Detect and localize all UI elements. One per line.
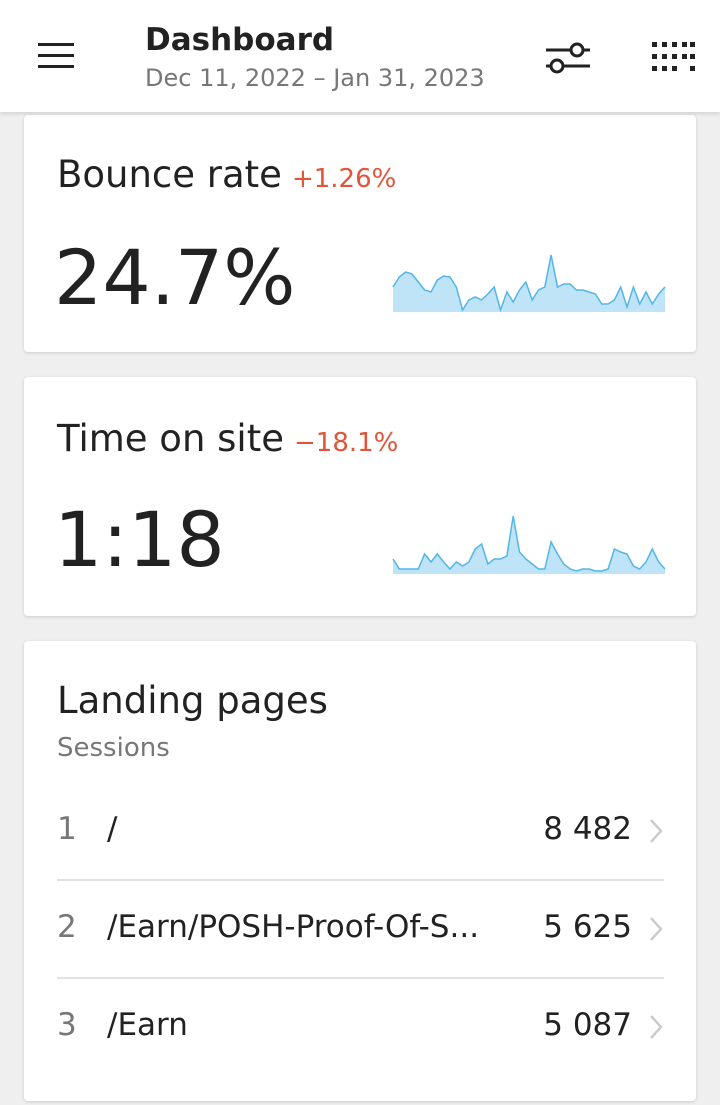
change: +1.26% [291,164,397,194]
metric-card[interactable]: Time on site −18.1% 1:18 [24,377,696,616]
metric-value: 24.7% [54,233,296,322]
page: / [107,811,118,847]
divider [57,977,664,979]
change: −18.1% [294,428,399,458]
sparkline [392,254,666,313]
sparkline-line [392,254,666,313]
menu-button[interactable] [36,40,76,72]
landing-card: Landing pages Sessions 1 / 8 482 2/Earn/POS… [24,641,696,1101]
apps-button[interactable] [650,40,696,74]
metric-card[interactable]: Bounce rate +1.26% 24.7% [24,115,696,352]
chevron [650,917,663,941]
sparkline [392,515,666,574]
card-title: Time on site [57,417,284,460]
list-row[interactable]: 2/Earn/POSH-Proof-Of-S... 5 625 [57,909,664,1007]
card-title: Bounce rate [57,153,282,196]
rank: 3 [57,1007,77,1043]
sparkline-area [393,255,665,312]
page: /Earn/POSH-Proof-Of-S... [107,909,480,945]
metric-value: 1:18 [54,495,225,584]
chevron [650,1015,663,1039]
rank: 1 [57,811,77,847]
sessions: 5 625 [543,909,632,945]
card-subtitle: Sessions [57,733,170,763]
sessions: 8 482 [543,811,632,847]
rank: 2 [57,909,77,945]
app-bar: Dashboard Dec 11, 2022 – Jan 31, 2023 [0,0,720,112]
list-row[interactable]: 1 / 8 482 [57,811,664,909]
date-range[interactable]: Dec 11, 2022 – Jan 31, 2023 [145,64,485,92]
divider [57,879,664,881]
card-title: Landing pages [57,679,328,722]
page: /Earn [107,1007,188,1043]
sparkline-area [393,516,665,574]
sessions: 5 087 [543,1007,632,1043]
filter-button[interactable] [543,40,593,74]
chevron [650,819,663,843]
title: Dashboard [145,22,335,58]
sparkline-line [392,515,666,572]
list-row[interactable]: 3/Earn 5 087 [57,1007,664,1105]
